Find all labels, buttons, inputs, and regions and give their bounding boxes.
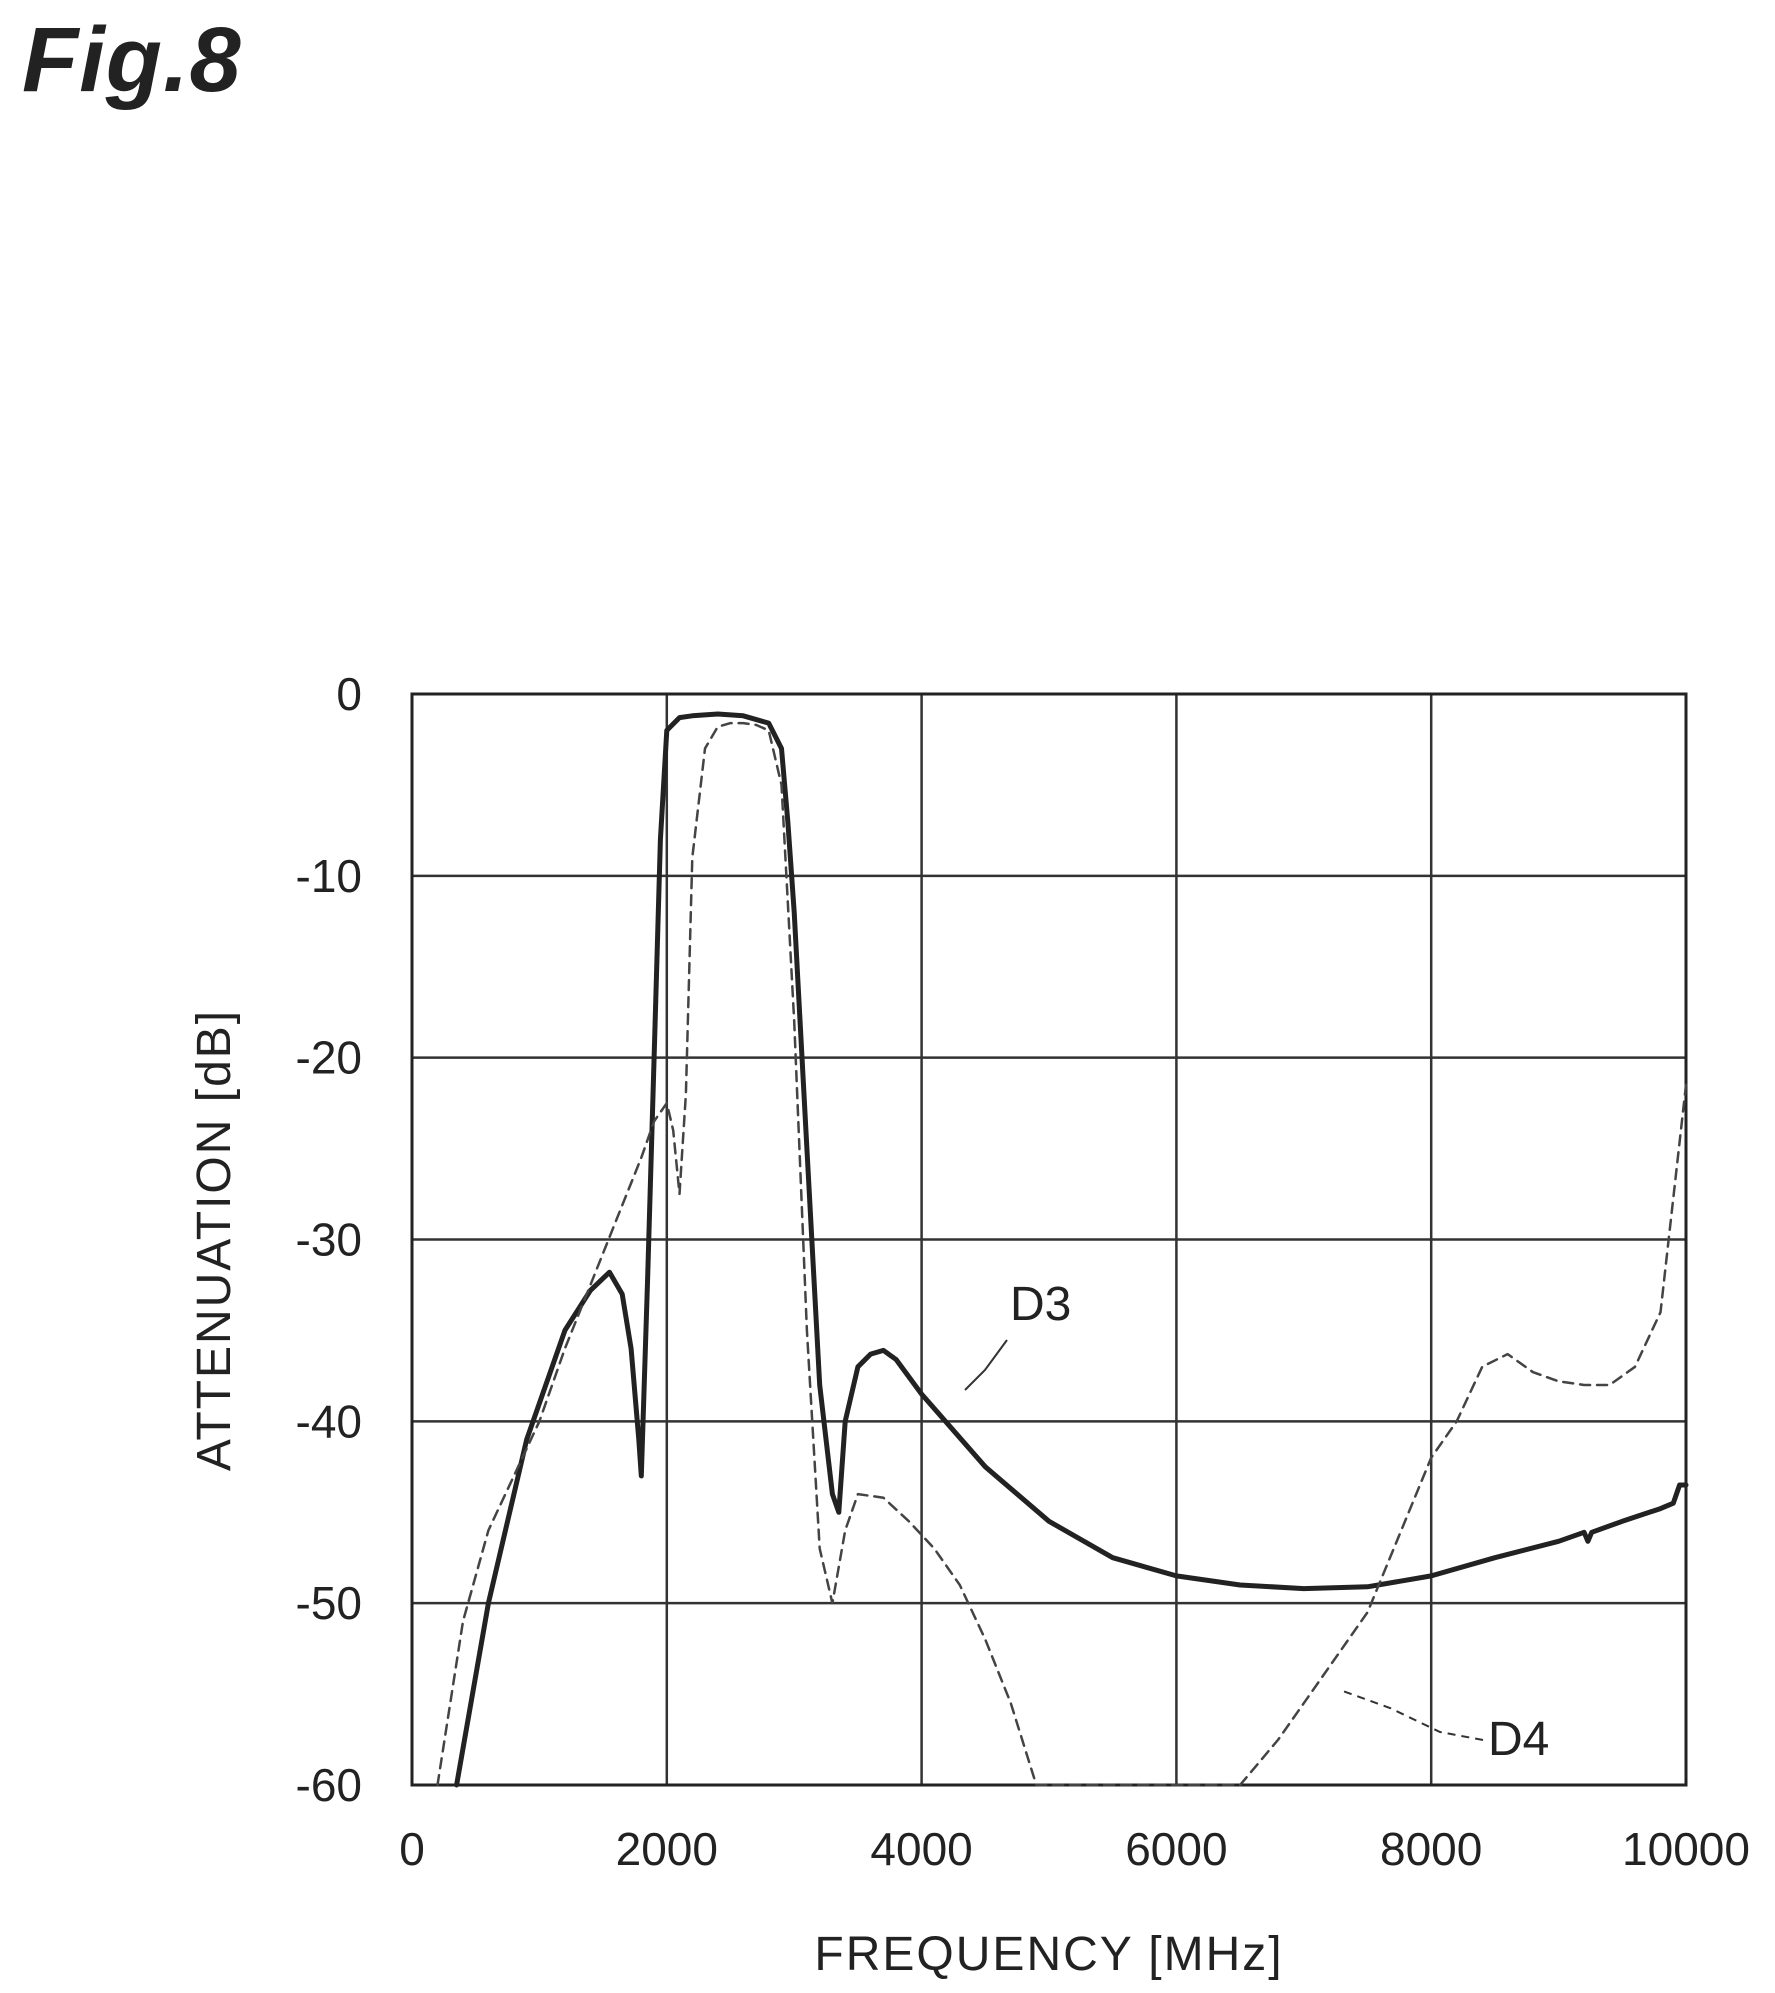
series-label-d3: D3 [1010,1278,1071,1331]
annotations: D3 D4 [964,1278,1549,1766]
series-label-d4: D4 [1488,1713,1549,1766]
leader-line-d3 [964,1339,1008,1391]
y-tick-label: -30 [296,1214,362,1266]
y-tick-label: 0 [336,668,362,720]
y-axis-label: ATTENUATION [dB] [188,1009,241,1471]
x-tick-label: 4000 [870,1823,972,1875]
y-tick-label: -60 [296,1759,362,1811]
grid [412,694,1686,1785]
x-tick-label: 6000 [1125,1823,1227,1875]
series-line-d4 [436,721,1688,1787]
plot-frame [410,692,1688,1787]
leader-line-d4 [1339,1689,1484,1741]
x-tick-label: 8000 [1380,1823,1482,1875]
y-tick-label: -10 [296,850,362,902]
figure-title: Fig.8 [22,9,242,111]
series [436,711,1689,1788]
x-tick-label: 0 [399,1823,425,1875]
x-tick-label: 2000 [616,1823,718,1875]
y-tick-label: -40 [296,1395,362,1447]
x-tick-label: 10000 [1622,1823,1750,1875]
x-axis-label: FREQUENCY [MHz] [814,1928,1283,1981]
y-tick-label: -50 [296,1577,362,1629]
series-line-d3 [454,711,1689,1788]
tick-labels: 0 2000 4000 6000 8000 10000 0 -10 -20 -30 -40 -50 -6… [296,668,1750,1875]
y-tick-label: -20 [296,1032,362,1084]
